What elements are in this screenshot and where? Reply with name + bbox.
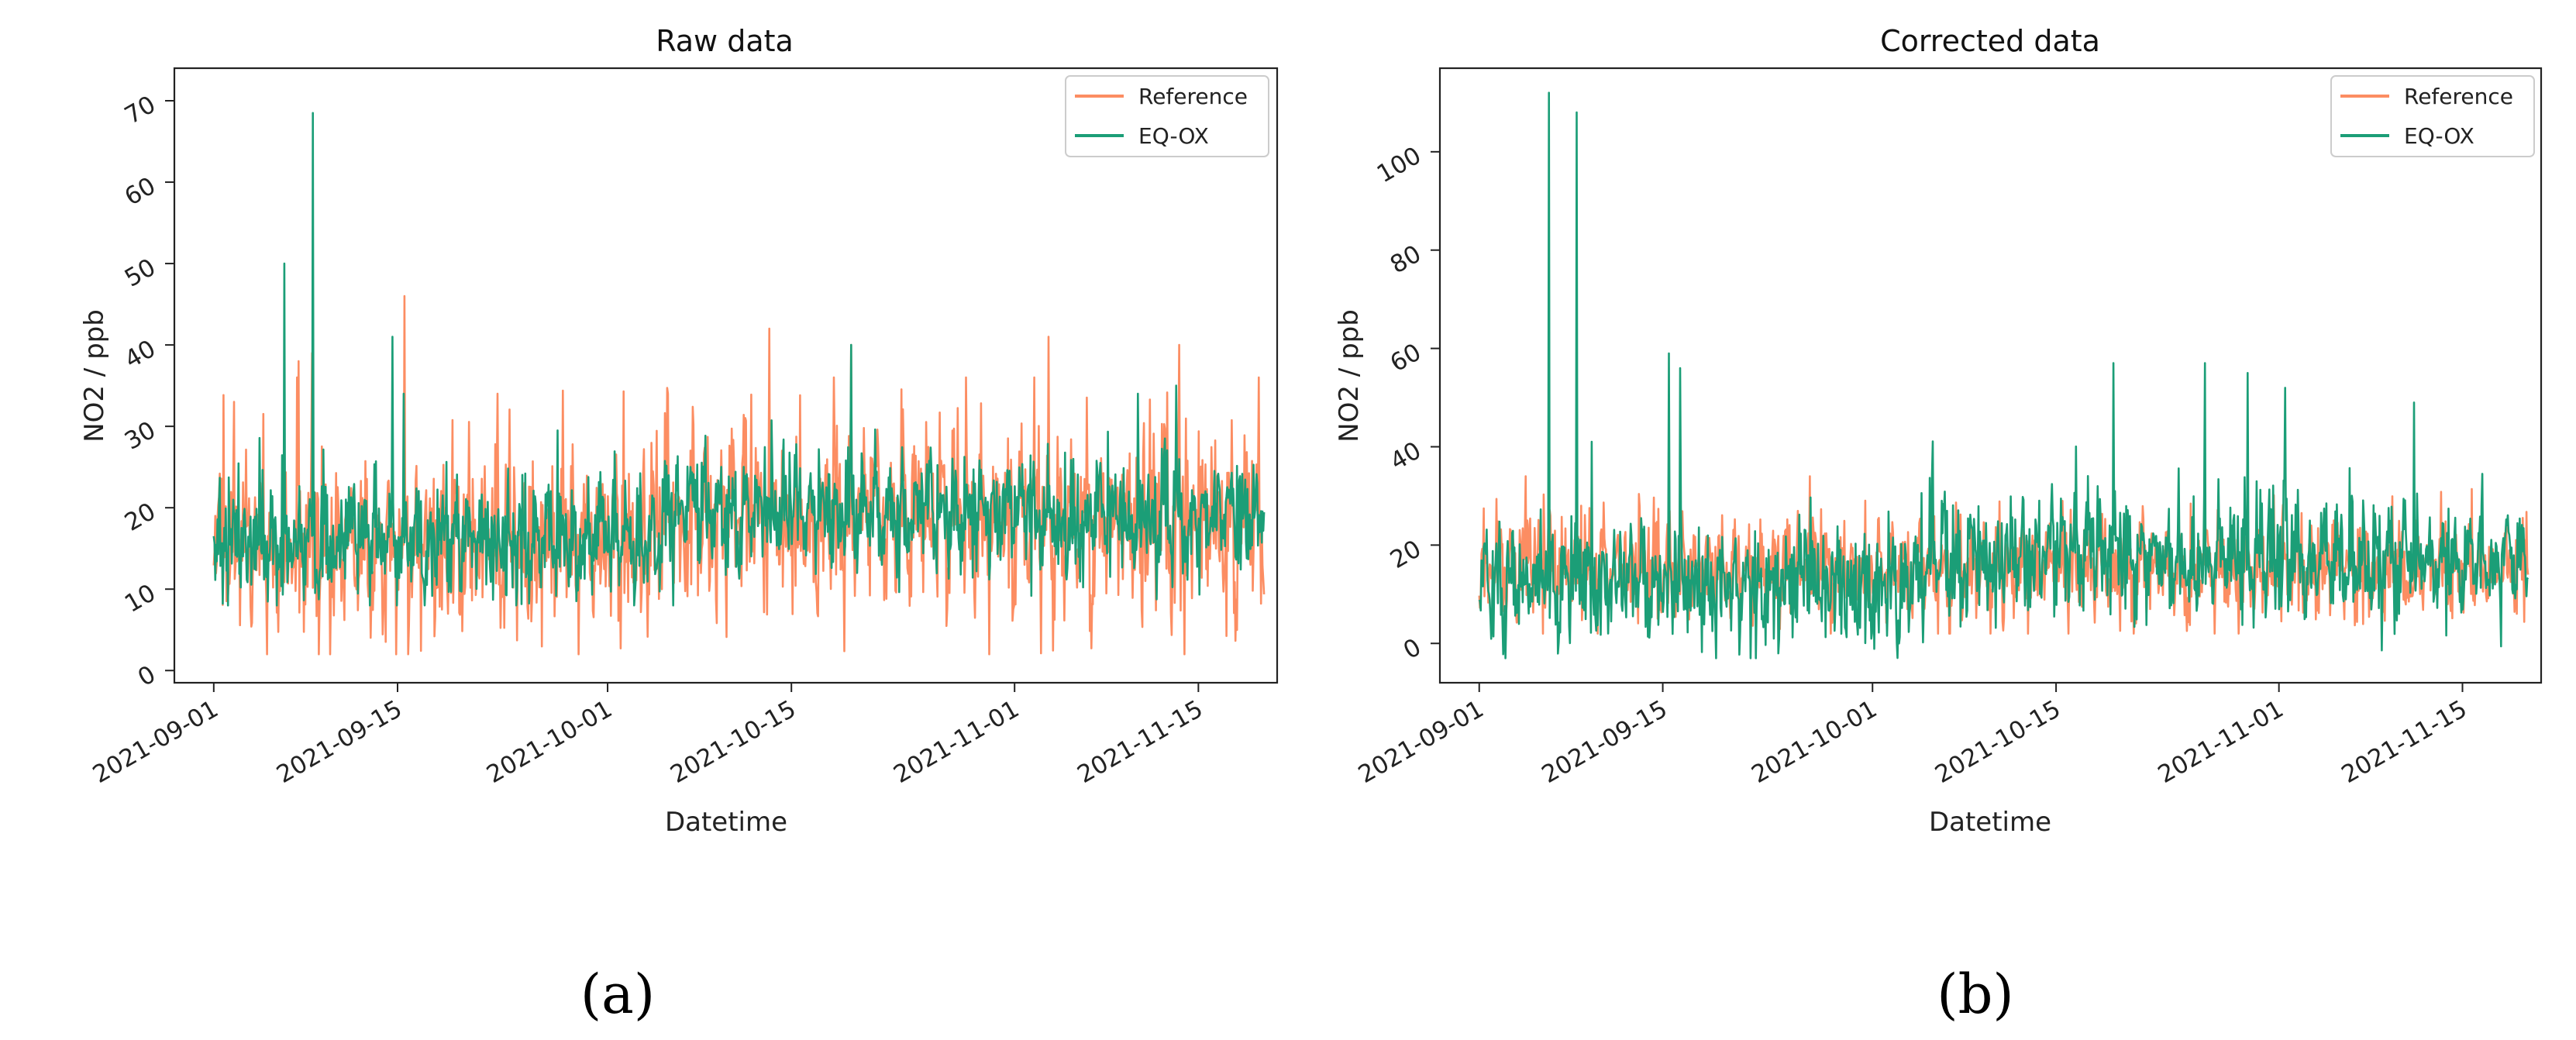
panel-label-b: (b): [1937, 963, 2013, 1026]
x-tick-label: 2021-10-15: [1930, 695, 2065, 789]
y-tick-label: 100: [1372, 142, 1426, 189]
legend-label-reference: Reference: [2404, 84, 2513, 109]
x-tick-label: 2021-10-01: [482, 695, 617, 789]
y-tick-label: 0: [133, 660, 160, 692]
x-tick-label: 2021-10-01: [1747, 695, 1882, 789]
x-tick-label: 2021-11-01: [889, 695, 1024, 789]
plot-frame: [1438, 67, 2543, 684]
y-tick-label: 20: [120, 498, 160, 537]
plot-series-area: [212, 112, 1266, 656]
chart-title: Corrected data: [1880, 24, 2100, 58]
x-tick-label: 2021-09-01: [88, 695, 223, 789]
y-tick-label: 70: [120, 91, 160, 130]
legend-label-eq-ox: EQ-OX: [2404, 123, 2474, 149]
x-tick-label: 2021-09-01: [1354, 695, 1489, 789]
y-axis-ticks: 0 10 20 30 40 50 60 70: [120, 91, 174, 692]
y-tick-label: 40: [120, 335, 160, 374]
y-axis-label: NO2 / ppb: [1334, 309, 1365, 443]
panel-raw-data: Raw data 2021-09-01 2021-09-15 2021-10-01 2…: [79, 24, 1279, 1026]
y-tick-label: 40: [1386, 436, 1426, 476]
y-tick-label: 50: [120, 253, 160, 293]
x-axis-ticks: 2021-09-01 2021-09-15 2021-10-01 2021-10-15…: [1354, 683, 2472, 789]
plot-series-area: [1478, 91, 2530, 659]
chart-title: Raw data: [656, 24, 794, 58]
x-tick-label: 2021-09-15: [272, 695, 407, 789]
x-axis-label: Datetime: [1929, 807, 2051, 838]
y-axis-ticks: 0 20 40 60 80 100: [1372, 142, 1440, 665]
x-axis-label: Datetime: [665, 807, 787, 838]
legend: Reference EQ-OX: [1065, 75, 1269, 157]
x-tick-label: 2021-11-15: [2337, 695, 2471, 789]
x-axis-ticks: 2021-09-01 2021-09-15 2021-10-01 2021-10-15…: [88, 683, 1207, 789]
panel-corrected-data: Corrected data 2021-09-01 2021-09-15 2021-…: [1334, 24, 2543, 1026]
legend-label-eq-ox: EQ-OX: [1138, 123, 1209, 149]
plot-frame: [173, 67, 1279, 684]
series-line-eq-ox: [212, 112, 1266, 607]
y-tick-label: 10: [120, 579, 160, 618]
series-line-reference: [212, 294, 1266, 656]
series-line-eq-ox: [1478, 91, 2530, 659]
y-tick-label: 80: [1386, 239, 1426, 279]
y-tick-label: 60: [1386, 338, 1426, 377]
legend: Reference EQ-OX: [2330, 75, 2535, 157]
legend-label-reference: Reference: [1138, 84, 1248, 109]
y-axis-label: NO2 / ppb: [79, 309, 110, 443]
x-tick-label: 2021-09-15: [1538, 695, 1672, 789]
x-tick-label: 2021-11-15: [1073, 695, 1207, 789]
x-tick-label: 2021-10-15: [666, 695, 801, 789]
y-tick-label: 60: [120, 172, 160, 212]
x-tick-label: 2021-11-01: [2154, 695, 2288, 789]
y-tick-label: 0: [1399, 633, 1426, 665]
y-tick-label: 20: [1386, 535, 1426, 574]
panel-label-a: (a): [580, 963, 655, 1026]
y-tick-label: 30: [120, 416, 160, 456]
